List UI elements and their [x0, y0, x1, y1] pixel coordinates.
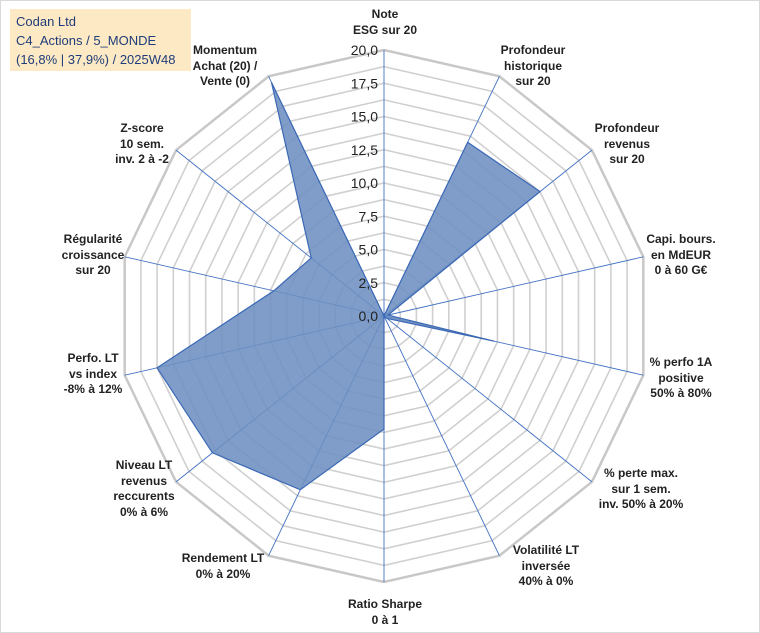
tick-label: 0,0 — [359, 308, 379, 324]
series-area — [156, 82, 541, 491]
tick-label: 7,5 — [359, 208, 379, 224]
axis-spoke — [383, 315, 500, 556]
tick-label: 2,5 — [359, 275, 379, 291]
tick-label: 10,0 — [351, 175, 378, 191]
axis-spoke — [383, 315, 593, 483]
axis-label-profondeur-revenus: Profondeur revenus sur 20 — [594, 121, 660, 166]
tick-label: 15,0 — [351, 109, 378, 125]
axis-label-capi-bours: Capi. bours. en MdEUR 0 à 60 G€ — [646, 232, 716, 277]
info-box: Codan Ltd C4_Actions / 5_MONDE (16,8% | … — [10, 9, 191, 71]
axis-label-ratio-sharpe: Ratio Sharpe 0 à 1 — [347, 597, 422, 627]
tick-label: 20,0 — [351, 42, 378, 58]
category-label: C4_Actions / 5_MONDE — [16, 33, 157, 48]
company-name: Codan Ltd — [16, 14, 76, 29]
axis-label-perfo-lt: Perfo. LT vs index -8% à 12% — [63, 351, 123, 396]
axis-label-zscore: Z-score 10 sem. inv. 2 à -2 — [115, 121, 169, 166]
axis-label-perte-max: % perte max. sur 1 sem. inv. 50% à 20% — [598, 466, 684, 511]
axis-label-profondeur-historique: Profondeur historique sur 20 — [500, 43, 566, 88]
tick-label: 5,0 — [359, 242, 379, 258]
axis-spoke — [383, 256, 644, 317]
stats-label: (16,8% | 37,9%) / 2025W48 — [16, 52, 176, 67]
tick-label: 17,5 — [351, 75, 378, 91]
axis-label-esg: Note ESG sur 20 — [352, 7, 418, 37]
axis-label-volatilite: Volatilité LT inversée 40% à 0% — [512, 543, 580, 588]
axis-label-momentum: Momentum Achat (20) / Vente (0) — [192, 43, 258, 88]
axis-label-regularite: Régularité croissance sur 20 — [61, 232, 125, 277]
axis-label-rendement-lt: Rendement LT 0% à 20% — [181, 551, 265, 581]
tick-label: 12,5 — [351, 142, 378, 158]
axis-label-perfo-1a: % perfo 1A positive 50% à 80% — [649, 355, 713, 400]
axis-label-niveau-lt: Niveau LT revenus reccurents 0% à 6% — [113, 458, 175, 519]
